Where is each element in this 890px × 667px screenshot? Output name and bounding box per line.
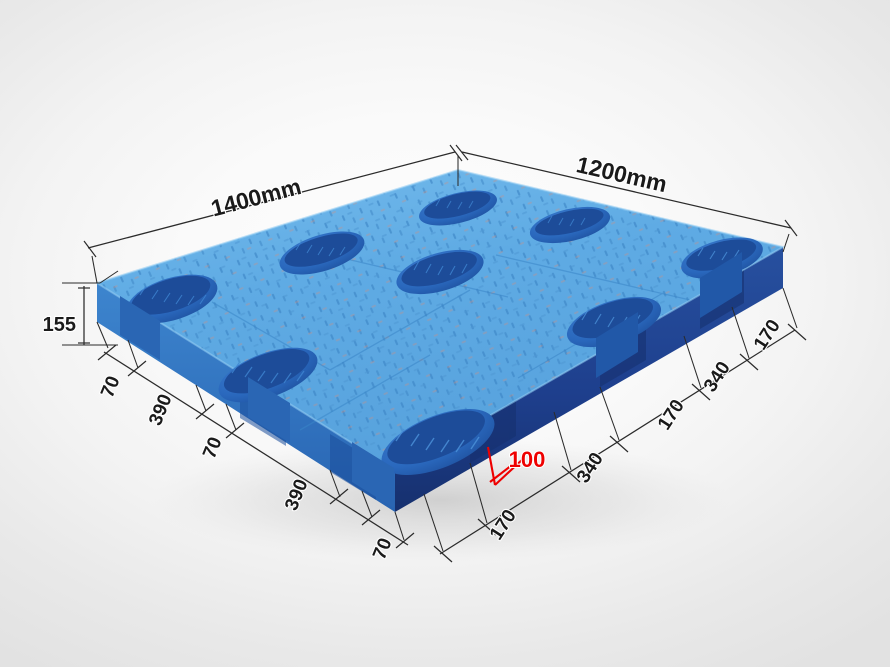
label-skirt-100: 100 (509, 447, 546, 472)
label-height-155: 155 (43, 314, 76, 336)
foot-back-right (419, 190, 497, 226)
ground-shadow (150, 438, 730, 562)
pallet-legs (120, 296, 394, 508)
label-width-seg-5: 170 (750, 316, 785, 354)
pallet-legs-right (596, 252, 742, 378)
foot-front-left (381, 409, 495, 475)
foot-back-middle (279, 231, 365, 275)
label-length-seg-2: 390 (145, 391, 176, 428)
label-length-seg-3: 70 (199, 434, 226, 461)
foot-middle-left (218, 347, 318, 403)
foot-front-right (681, 237, 763, 279)
label-width-seg-3: 170 (654, 396, 689, 434)
deck-edge-highlight (94, 168, 786, 472)
dimension-skirt-100: 100 (486, 446, 546, 486)
label-length-1400: 1400mm (208, 173, 304, 221)
label-length-seg-1: 70 (97, 373, 124, 400)
foot-middle-right (529, 206, 611, 244)
pallet-body (94, 168, 786, 512)
deck-texture-dashes-secondary (97, 170, 783, 470)
label-width-seg-4: 340 (700, 358, 735, 396)
foot-middle-middle (396, 249, 484, 295)
foot-back-left (126, 274, 218, 324)
dimension-height-155: 155 (42, 270, 119, 346)
label-width-1200: 1200mm (574, 151, 670, 197)
